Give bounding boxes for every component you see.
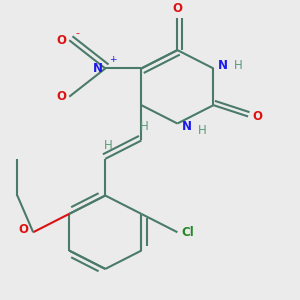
- Text: O: O: [19, 223, 29, 236]
- Text: Cl: Cl: [182, 226, 194, 239]
- Text: N: N: [182, 120, 192, 133]
- Text: O: O: [252, 110, 262, 123]
- Text: O: O: [172, 2, 182, 15]
- Text: H: H: [234, 59, 243, 72]
- Text: O: O: [56, 34, 66, 47]
- Text: N: N: [92, 62, 102, 75]
- Text: H: H: [140, 120, 148, 134]
- Text: N: N: [218, 59, 228, 72]
- Text: H: H: [198, 124, 207, 137]
- Text: -: -: [76, 28, 80, 38]
- Text: +: +: [109, 56, 116, 64]
- Text: H: H: [104, 139, 112, 152]
- Text: O: O: [56, 90, 66, 103]
